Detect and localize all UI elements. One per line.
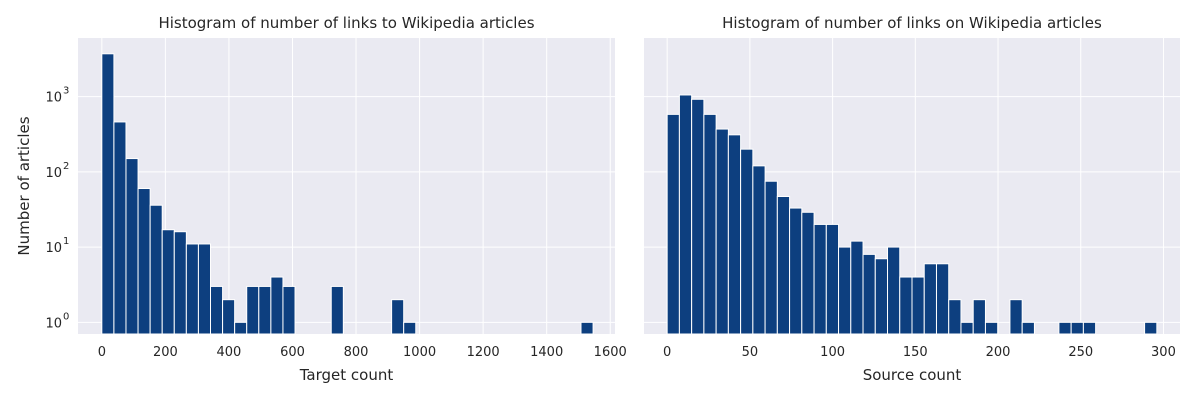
histogram-bar (125, 158, 139, 335)
histogram-bar (270, 276, 284, 335)
histogram-bar (101, 53, 115, 335)
histogram-bar (210, 285, 224, 335)
histogram-bar (222, 299, 236, 335)
x-tick-label: 150 (903, 345, 928, 360)
x-tick-label: 300 (1151, 345, 1176, 360)
histogram-bar (850, 240, 864, 335)
histogram-bar (752, 165, 766, 335)
histogram-bar (149, 204, 163, 335)
histogram-bar (948, 299, 962, 335)
histogram-bar (776, 196, 791, 335)
histogram-bar (234, 321, 248, 335)
histogram-bar (1021, 321, 1035, 335)
x-tick-label: 600 (280, 345, 305, 360)
histogram-bar (691, 98, 705, 335)
y-tick-label: 10 (45, 241, 62, 256)
x-tick-label: 1400 (530, 345, 563, 360)
x-axis-label: Source count (863, 366, 962, 384)
histogram-bar (813, 223, 827, 335)
histogram-bar (825, 223, 840, 335)
source-count-histogram-panel: 0 50 100 150 200 250 300 Histogram of number of… (644, 14, 1180, 384)
histogram-bar (801, 211, 815, 335)
y-tick-exponent: 1 (63, 236, 69, 247)
y-tick-label: 10 (45, 316, 62, 331)
histogram-bar (173, 231, 187, 335)
histogram-bar (330, 285, 344, 335)
histogram-bar (258, 285, 272, 335)
chart-title: Histogram of number of links to Wikipedi… (158, 14, 534, 32)
histogram-bar (740, 148, 754, 335)
y-tick-exponent: 0 (63, 311, 69, 322)
histogram-bar (862, 253, 876, 335)
histogram-bar (580, 321, 594, 335)
y-tick-label: 10 (45, 166, 62, 181)
histogram-bar (923, 263, 937, 335)
histogram-bar (137, 188, 151, 335)
histogram-bar (715, 128, 729, 335)
x-tick-label: 250 (1068, 345, 1093, 360)
histogram-bar (1009, 299, 1023, 335)
histogram-bar (960, 321, 974, 335)
x-tick-label: 50 (742, 345, 759, 360)
y-tick-exponent: 2 (63, 161, 69, 172)
histogram-bar (197, 243, 212, 335)
y-tick-exponent: 3 (63, 86, 69, 97)
histogram-bar (789, 207, 803, 335)
x-axis-label: Target count (299, 366, 394, 384)
histogram-bar (246, 285, 260, 335)
histogram-bar (972, 299, 986, 335)
chart-title: Histogram of number of links on Wikipedi… (722, 14, 1102, 32)
histogram-bar (838, 246, 852, 335)
histogram-bar (911, 276, 925, 335)
histogram-bar (161, 229, 175, 335)
histogram-bar (1144, 321, 1158, 335)
x-tick-label: 200 (153, 345, 178, 360)
histogram-bar (899, 276, 913, 335)
x-tick-label: 1200 (467, 345, 500, 360)
histogram-bar (1058, 321, 1072, 335)
x-tick-label: 200 (986, 345, 1011, 360)
x-tick-label: 0 (663, 345, 671, 360)
histogram-bar (1070, 321, 1084, 335)
x-tick-label: 100 (820, 345, 845, 360)
x-tick-label: 800 (344, 345, 369, 360)
histogram-bar (391, 299, 405, 335)
histogram-bar (678, 94, 693, 335)
histogram-bar (874, 258, 889, 335)
x-tick-label: 1000 (403, 345, 436, 360)
x-tick-label: 1600 (594, 345, 627, 360)
histogram-bar (666, 113, 680, 335)
histogram-bar (703, 113, 717, 335)
y-tick-label: 10 (45, 91, 62, 106)
histogram-bar (1082, 321, 1097, 335)
histogram-bar (887, 246, 901, 335)
histogram-bar (984, 321, 999, 335)
histogram-bar (185, 243, 199, 335)
x-tick-label: 400 (217, 345, 242, 360)
histogram-bar (403, 321, 417, 335)
histogram-bar (727, 134, 742, 335)
histogram-bar (764, 180, 778, 335)
y-axis-label: Number of articles (15, 116, 33, 255)
histogram-bar (282, 285, 296, 335)
x-tick-label: 0 (98, 345, 106, 360)
histogram-bar (113, 121, 127, 335)
histogram-bar (935, 263, 950, 335)
target-count-histogram-panel: 10 010 110 210 30 200 400 600 800 1000 1200 1400 160… (15, 14, 627, 384)
